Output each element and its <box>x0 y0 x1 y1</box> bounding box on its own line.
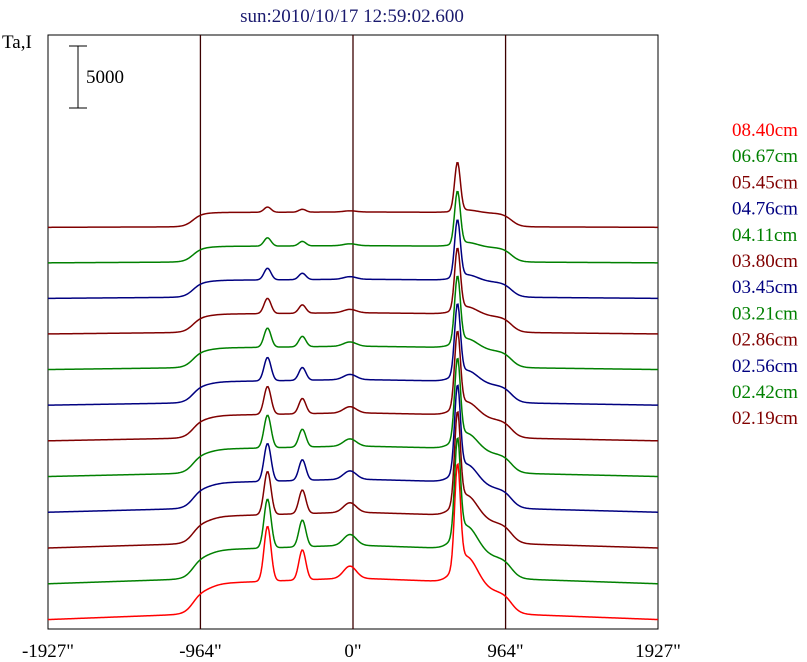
legend-entry: 02.86cm <box>732 330 798 351</box>
x-tick-label: 1927" <box>635 641 681 662</box>
legend: 08.40cm 06.67cm 05.45cm 04.76cm 04.11cm 03.80… <box>732 120 798 429</box>
series-line <box>47 275 659 371</box>
y-axis-label: Ta,I <box>2 32 32 53</box>
series-line <box>47 303 659 406</box>
legend-entry: 06.67cm <box>732 146 798 167</box>
series-line <box>47 161 659 229</box>
scale-bar-label: 5000 <box>86 67 124 88</box>
series-line <box>47 384 659 513</box>
vertical-markers <box>199 35 507 629</box>
legend-entry: 04.76cm <box>732 199 798 220</box>
legend-entry: 03.21cm <box>732 303 798 324</box>
legend-entry: 05.45cm <box>732 172 798 193</box>
legend-entry: 04.11cm <box>732 225 797 246</box>
legend-entry: 03.80cm <box>732 251 798 272</box>
chart-title: sun:2010/10/17 12:59:02.600 <box>240 6 464 27</box>
series-line <box>47 357 659 478</box>
legend-entry: 02.19cm <box>732 408 798 429</box>
x-tick-label: 0" <box>344 641 361 662</box>
series-line <box>47 247 659 335</box>
legend-entry: 02.42cm <box>732 382 798 403</box>
series-group <box>47 161 659 621</box>
x-tick-label: 964" <box>487 641 523 662</box>
series-line <box>47 410 659 549</box>
series-line <box>47 219 659 300</box>
legend-entry: 02.56cm <box>732 356 798 377</box>
x-tick-label: -964" <box>179 641 222 662</box>
series-line <box>47 462 659 621</box>
legend-entry: 03.45cm <box>732 277 798 298</box>
x-tick-label: -1927" <box>22 641 74 662</box>
series-line <box>47 436 659 585</box>
legend-entry: 08.40cm <box>732 120 798 141</box>
series-line <box>47 330 659 442</box>
series-line <box>48 190 658 264</box>
scale-bar: 5000 <box>69 45 124 109</box>
x-tick-labels: -1927" -964" 0" 964" 1927" <box>22 641 681 662</box>
